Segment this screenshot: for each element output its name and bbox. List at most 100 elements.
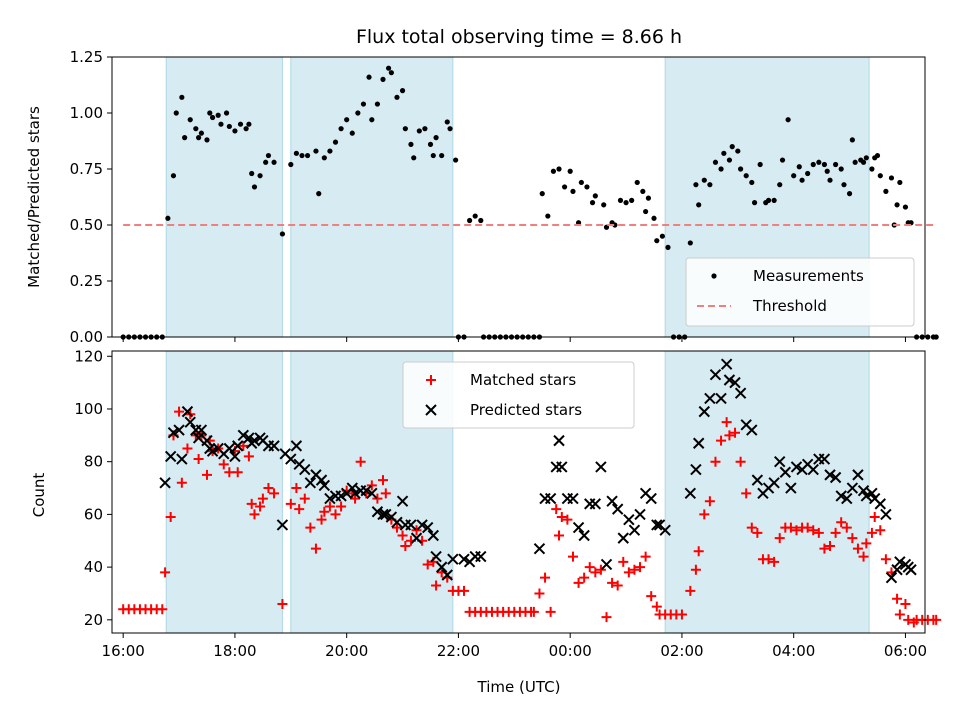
- measurement-point: [402, 126, 408, 132]
- measurement-point: [749, 179, 755, 186]
- measurement-point: [478, 217, 484, 224]
- predicted-point: [366, 487, 378, 500]
- matched-point: [540, 572, 551, 583]
- matched-point: [791, 525, 802, 536]
- matched-point: [551, 504, 562, 515]
- measurement-point: [179, 94, 185, 100]
- measurement-point: [805, 170, 811, 177]
- measurement-point: [634, 179, 640, 186]
- matched-point: [397, 530, 408, 541]
- measurement-point: [447, 126, 453, 132]
- x-tick-label: 20:00: [325, 642, 368, 660]
- legend-x-icon: [425, 404, 437, 416]
- measurement-point: [827, 177, 833, 183]
- predicted-point: [371, 506, 384, 518]
- predicted-point: [751, 474, 764, 486]
- matched-point: [900, 599, 911, 610]
- predicted-point: [192, 432, 205, 444]
- predicted-point: [324, 492, 336, 505]
- measurement-point: [701, 177, 707, 183]
- x-tick-label: 16:00: [102, 642, 145, 660]
- matched-point: [400, 541, 411, 552]
- measurement-point: [718, 166, 724, 172]
- matched-point: [378, 475, 388, 486]
- matched-point: [774, 533, 785, 544]
- matched-point: [263, 483, 274, 494]
- measurement-point: [816, 159, 822, 165]
- measurement-point: [545, 213, 551, 219]
- measurement-point: [193, 126, 199, 132]
- matched-point: [730, 427, 741, 438]
- measurement-point: [215, 112, 221, 118]
- matched-point: [869, 512, 880, 523]
- matched-point: [880, 554, 891, 565]
- y-tick-label: 40: [84, 558, 103, 576]
- measurement-point: [693, 182, 699, 188]
- measurement-point: [841, 182, 847, 188]
- measurement-point: [629, 197, 635, 203]
- matched-point: [176, 477, 187, 488]
- predicted-point: [894, 556, 906, 568]
- matched-point: [545, 606, 556, 617]
- predicted-point: [360, 484, 372, 497]
- measurement-point: [338, 126, 344, 132]
- matched-point: [291, 483, 302, 494]
- measurement-point: [316, 191, 322, 197]
- predicted-point: [441, 569, 453, 581]
- measurement-point: [791, 173, 797, 179]
- predicted-point: [824, 469, 836, 481]
- series-matched-stars: [118, 406, 942, 628]
- measurement-point: [751, 200, 758, 206]
- predicted-point: [746, 424, 758, 436]
- predicted-point: [852, 469, 864, 481]
- matched-point: [752, 527, 763, 538]
- matched-point: [623, 567, 634, 578]
- measurement-point: [799, 177, 805, 183]
- legend-label: Matched stars: [470, 371, 576, 389]
- predicted-point: [229, 450, 241, 463]
- measurement-point: [863, 155, 869, 161]
- measurement-point: [411, 155, 417, 161]
- predicted-point: [248, 434, 261, 447]
- predicted-point: [818, 453, 831, 465]
- measurement-point: [388, 70, 394, 76]
- x-axis-title: Time (UTC): [477, 678, 561, 696]
- measurement-point: [394, 94, 400, 100]
- matched-point: [635, 562, 646, 573]
- predicted-point: [223, 442, 236, 455]
- predicted-point: [232, 440, 244, 452]
- matched-point: [858, 551, 869, 562]
- measurement-point: [360, 101, 367, 107]
- matched-point: [431, 580, 442, 591]
- predicted-point: [167, 426, 180, 439]
- matched-point: [579, 572, 590, 583]
- measurement-point: [645, 195, 652, 201]
- matched-point: [350, 493, 361, 504]
- measurement-point: [472, 213, 478, 219]
- predicted-point: [556, 461, 568, 473]
- measurement-point: [422, 126, 428, 132]
- measurement-point: [251, 184, 258, 190]
- measurement-point: [832, 161, 839, 168]
- matched-point: [704, 496, 715, 507]
- matched-point: [380, 488, 391, 499]
- y-tick-label: 80: [84, 453, 103, 471]
- measurement-point: [321, 155, 327, 161]
- measurement-point: [726, 157, 733, 163]
- matched-point: [277, 599, 288, 610]
- measurement-point: [165, 215, 171, 221]
- predicted-point: [734, 387, 747, 399]
- matched-point: [422, 559, 433, 570]
- measurement-point: [246, 121, 252, 127]
- measurement-point: [433, 135, 439, 141]
- measurement-point: [344, 117, 350, 123]
- measurement-point: [777, 182, 783, 188]
- observing-interval-2: [664, 350, 870, 634]
- matched-point: [174, 406, 185, 417]
- measurement-point: [332, 139, 339, 145]
- measurement-point: [623, 200, 629, 206]
- matched-point: [825, 541, 836, 552]
- measurement-point: [218, 121, 224, 127]
- plot-frame: [111, 350, 926, 634]
- predicted-point: [611, 503, 624, 515]
